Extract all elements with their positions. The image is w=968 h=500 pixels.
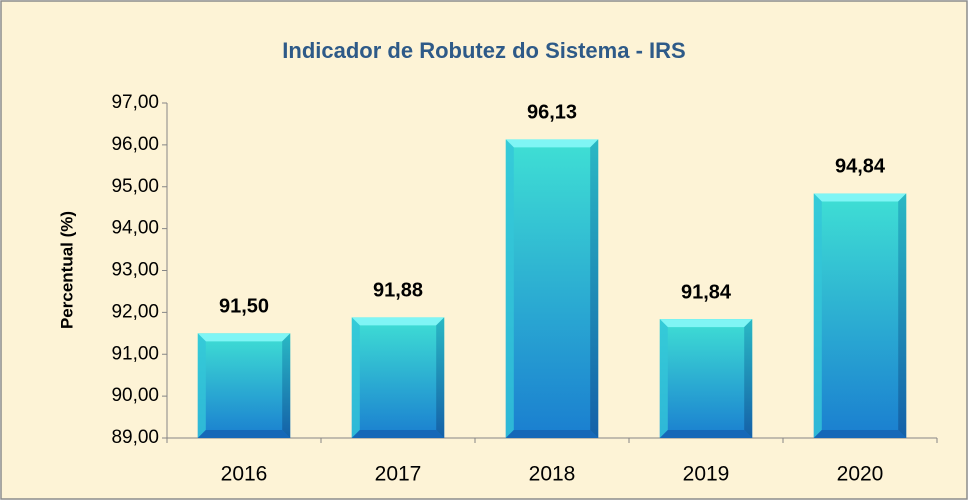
- y-tick-label: 97,00: [111, 92, 159, 113]
- value-label: 94,84: [835, 156, 886, 178]
- bar-bevel-right: [436, 317, 445, 438]
- bar-bevel-right: [898, 193, 907, 438]
- value-label: 91,84: [681, 281, 732, 303]
- bar-bevel-left: [197, 333, 206, 438]
- bar: [197, 333, 291, 438]
- bar-bevel-bottom: [505, 430, 599, 438]
- chart-title: Indicador de Robutez do Sistema - IRS: [282, 38, 685, 63]
- value-label: 91,50: [219, 296, 269, 318]
- y-tick-label: 91,00: [111, 343, 159, 364]
- bar-bevel-left: [813, 193, 822, 438]
- bar-bevel-bottom: [659, 430, 753, 438]
- y-tick-label: 94,00: [111, 218, 159, 239]
- bar: [813, 193, 907, 438]
- y-tick-label: 92,00: [111, 301, 159, 322]
- bar-bevel-top: [351, 317, 445, 326]
- bar: [351, 317, 445, 438]
- y-tick-label: 95,00: [111, 176, 159, 197]
- bar-bevel-top: [197, 333, 291, 342]
- bar-bevel-top: [659, 319, 753, 328]
- x-tick-label: 2017: [375, 463, 422, 486]
- x-tick-label: 2018: [529, 463, 576, 486]
- x-tick-label: 2020: [837, 463, 884, 486]
- y-tick-label: 96,00: [111, 134, 159, 155]
- y-tick-label: 93,00: [111, 260, 159, 281]
- bar-bevel-bottom: [813, 430, 907, 438]
- bar-bevel-left: [505, 139, 514, 438]
- value-label: 96,13: [527, 102, 577, 124]
- y-axis-title: Percentual (%): [57, 211, 76, 329]
- bar-bevel-right: [282, 333, 291, 438]
- bar: [659, 319, 753, 438]
- x-tick-label: 2019: [683, 463, 730, 486]
- x-tick-label: 2016: [221, 463, 268, 486]
- bar-bevel-top: [813, 193, 907, 202]
- bar-bevel-left: [659, 319, 668, 438]
- bar-bevel-top: [505, 139, 599, 148]
- bar-bevel-bottom: [197, 430, 291, 438]
- bar: [505, 139, 599, 438]
- bar-bevel-right: [744, 319, 753, 438]
- bar-bevel-left: [351, 317, 360, 438]
- bar-bevel-bottom: [351, 430, 445, 438]
- value-label: 91,88: [373, 280, 423, 302]
- y-tick-label: 90,00: [111, 385, 159, 406]
- y-tick-label: 89,00: [111, 427, 159, 448]
- bar-bevel-right: [590, 139, 599, 438]
